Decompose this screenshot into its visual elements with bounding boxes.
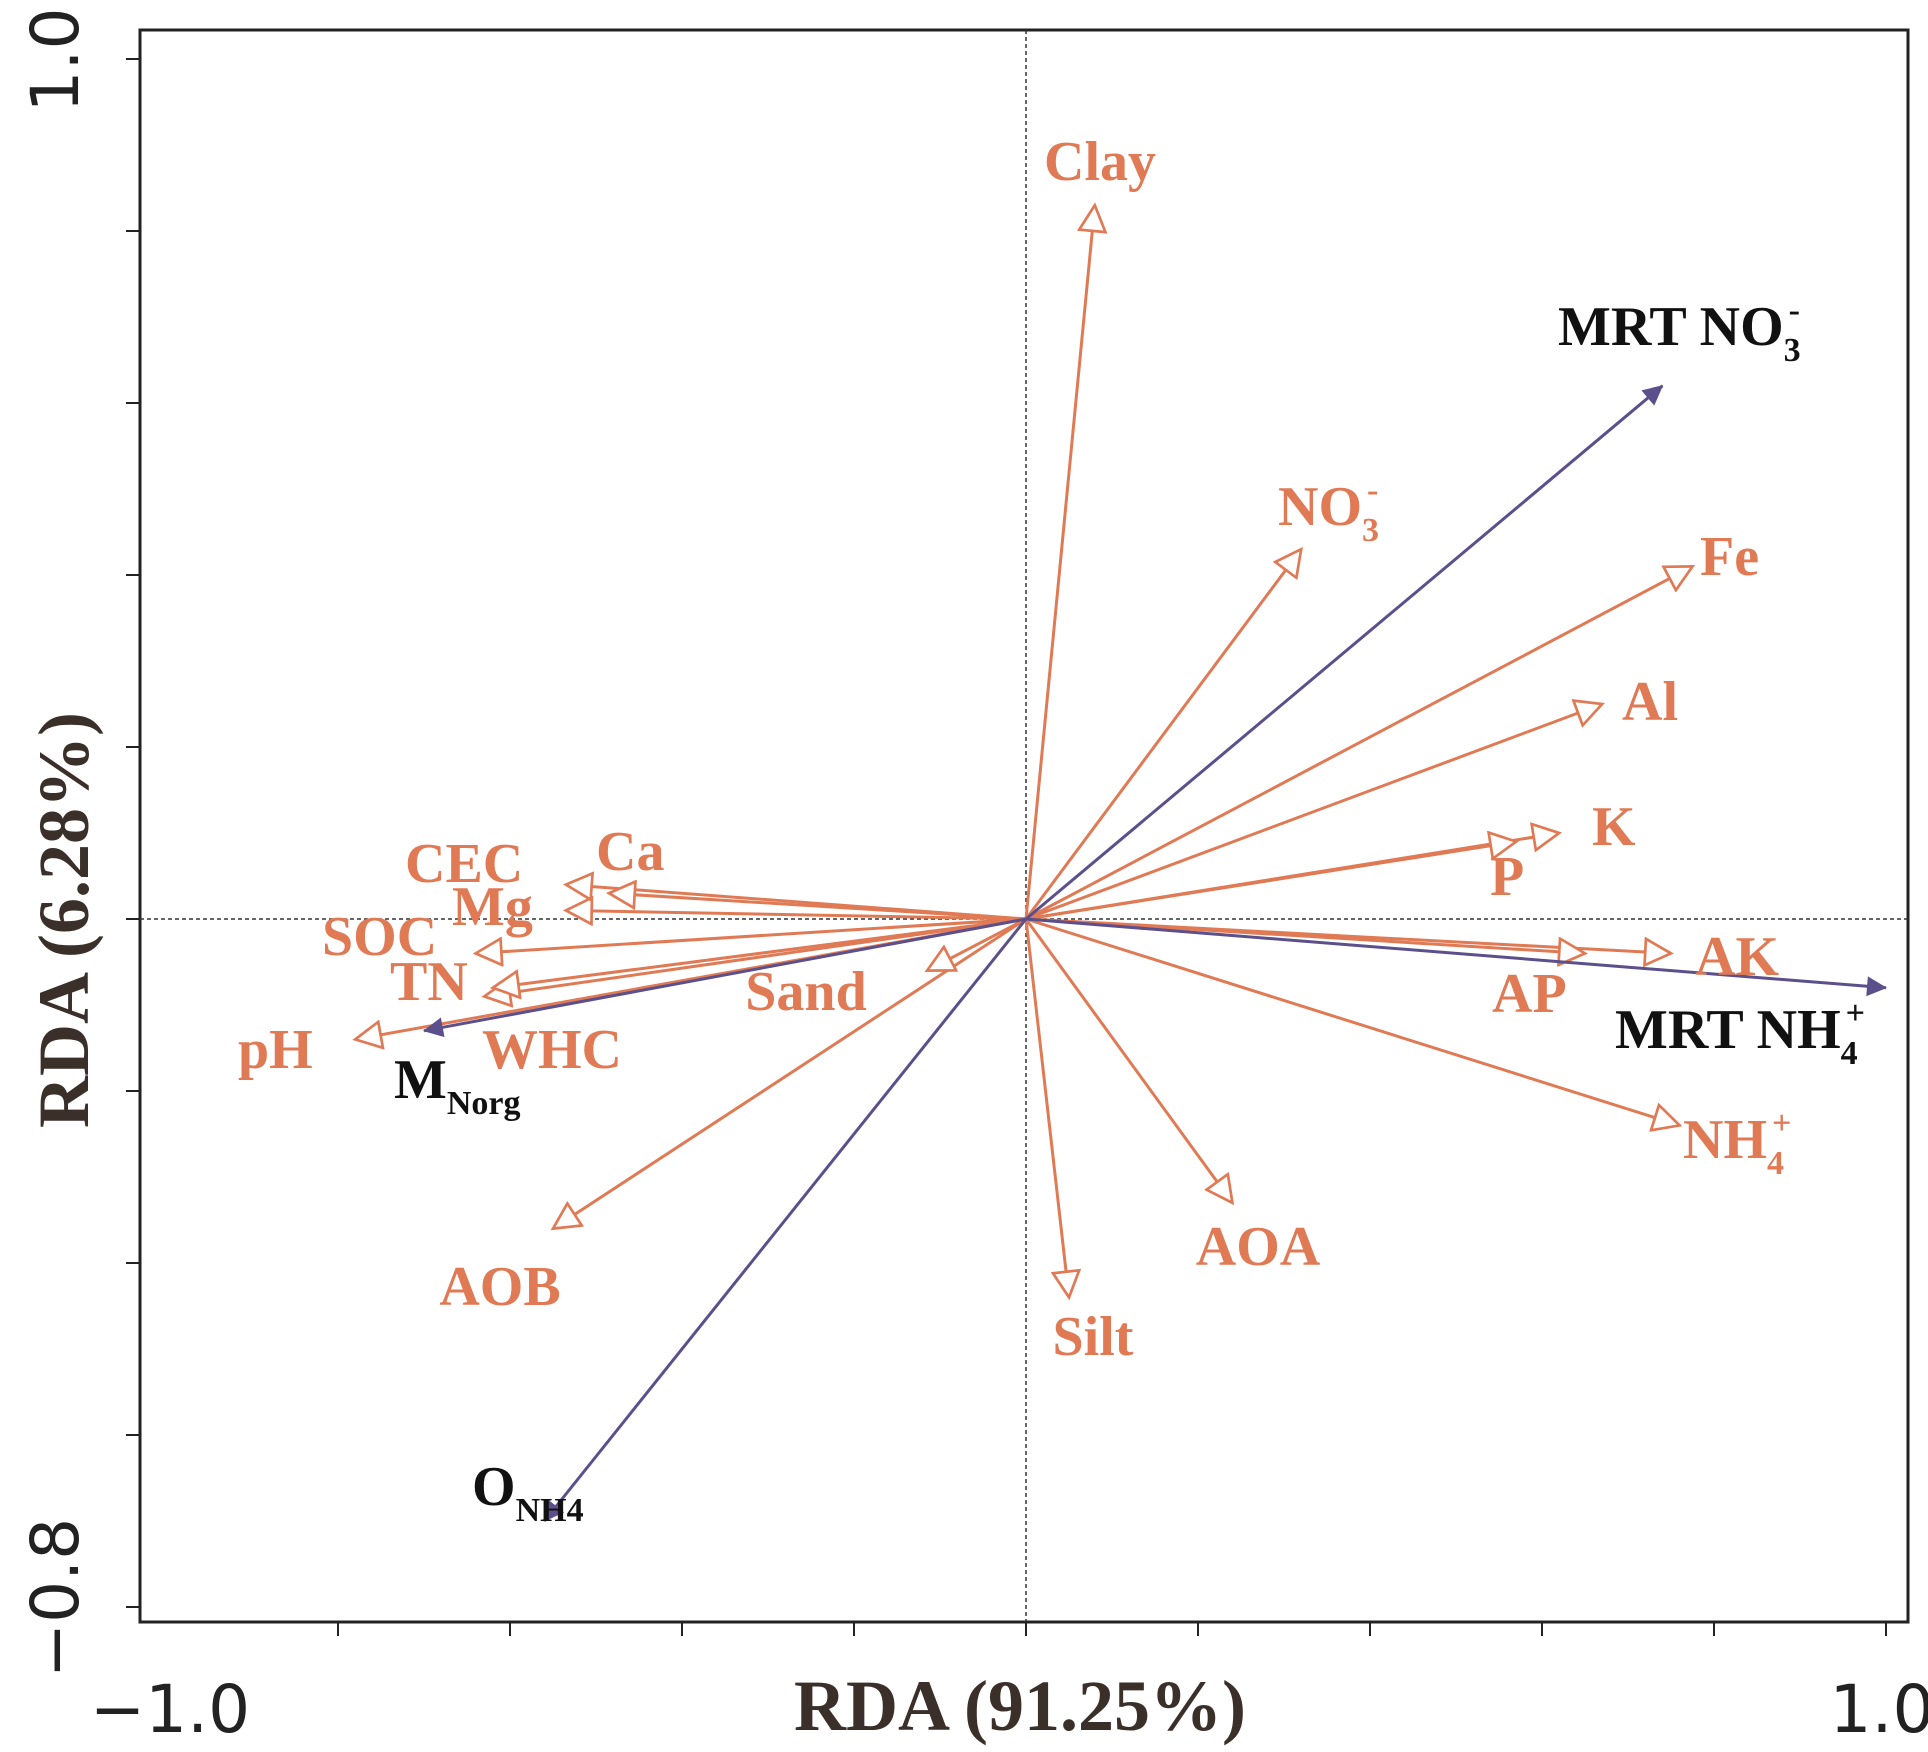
vector-label-nh4-8: NH4+ [1683, 1105, 1791, 1182]
vector-label-sand-12: Sand [745, 961, 866, 1023]
y-axis-title: RDA (6.28%) [24, 712, 104, 1128]
env-vector-sand [927, 917, 1027, 971]
response-vector-mrt-nh4 [1025, 917, 1887, 997]
vector-label-onh4-3: ONH4 [472, 1456, 584, 1529]
env-vector-ap [1025, 917, 1585, 953]
vector-label-silt-10: Silt [1053, 1306, 1134, 1368]
vector-label-mrt-no3-0: MRT NO3- [1558, 292, 1801, 369]
vector-label-clay-0: Clay [1044, 131, 1156, 193]
env-vector-aoa [1024, 918, 1232, 1203]
vector-label-mrt-nh4-1: MRT NH4+ [1615, 995, 1865, 1072]
vector-label-aob-11: AOB [439, 1256, 560, 1318]
vector-label-k-4: K [1592, 796, 1636, 858]
env-vector-nh [1025, 917, 1680, 1125]
vector-label-mnorg-2: MNorg [394, 1049, 521, 1122]
vector-label-ph-13: pH [238, 1019, 313, 1081]
env-vector-tn [493, 917, 1027, 988]
vector-label-ap-7: AP [1492, 963, 1567, 1025]
env-vector-p [1025, 842, 1516, 921]
response-vector-onh4 [543, 918, 1028, 1522]
vector-label-al-3: Al [1622, 671, 1678, 733]
vector-label-ak-6: AK [1695, 926, 1779, 988]
x-tick-label-max: 1.0 [1830, 1671, 1928, 1748]
env-vector-no [1024, 549, 1301, 920]
vector-label-fe-2: Fe [1700, 526, 1759, 588]
env-vector-fe [1025, 566, 1693, 921]
vector-label-soc-16: SOC [322, 906, 437, 968]
vector-label-mg-17: Mg [452, 876, 533, 938]
vector-label-p-5: P [1490, 846, 1524, 908]
env-vector-silt [1024, 918, 1069, 1297]
x-axis-title: RDA (91.25%) [794, 1666, 1246, 1746]
env-vector-clay [1024, 205, 1095, 920]
response-vector-mrt-no3 [1025, 384, 1664, 921]
y-tick-label-max: 1.0 [17, 8, 94, 113]
vector-label-aoa-9: AOA [1196, 1216, 1321, 1278]
env-vector-al [1025, 704, 1602, 921]
env-vector-ca [609, 893, 1027, 921]
vector-label-cec-18: CEC [405, 833, 523, 895]
y-tick-label-min: −0.8 [17, 1518, 94, 1678]
env-vector-mg [566, 910, 1027, 919]
vector-label-tn-15: TN [390, 951, 468, 1013]
x-tick-label-min: −1.0 [90, 1671, 250, 1748]
vector-label-ca-19: Ca [596, 821, 664, 883]
env-vector-soc [476, 917, 1027, 953]
response-vector-mnorg [423, 917, 1027, 1038]
vector-label-no3-1: NO3- [1278, 472, 1379, 549]
vector-label-whc-14: WHC [482, 1019, 622, 1081]
plot-frame [138, 28, 1910, 1624]
